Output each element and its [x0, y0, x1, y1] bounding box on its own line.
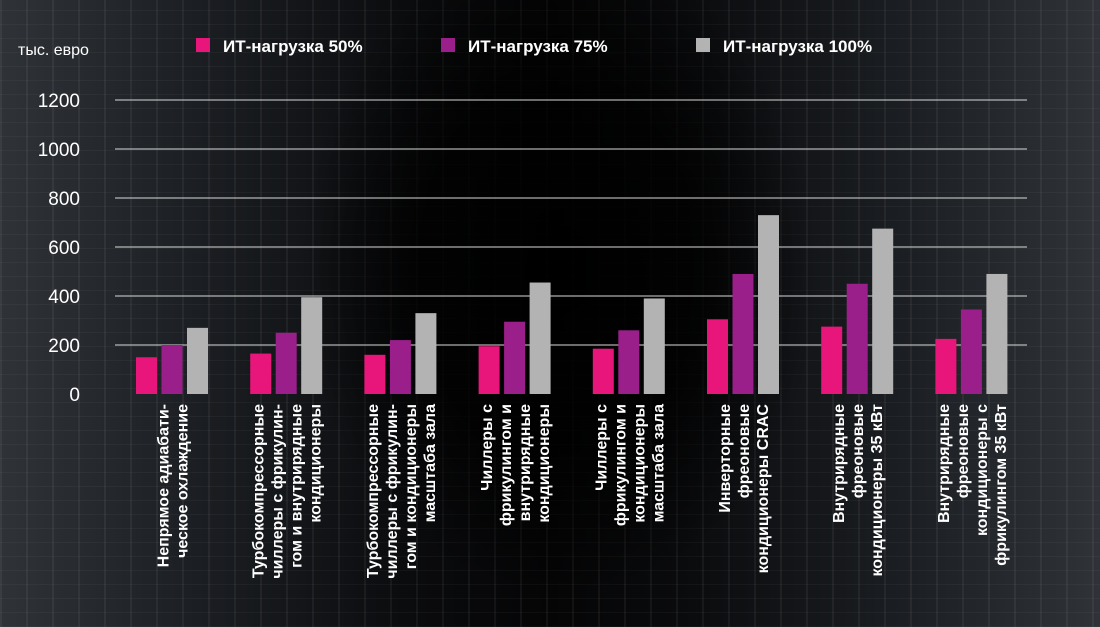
bar [301, 297, 323, 394]
category-label-line: масштаба зала [422, 404, 439, 523]
legend-label: ИТ-нагрузка 50% [223, 37, 363, 56]
category-label: Чиллеры с фрикулингом и внутрирядные кондиц… [479, 404, 553, 526]
category-label-line: Инверторные [717, 404, 734, 513]
category-label: Внутрирядные фреоновые кондиционеры с фрику… [936, 404, 1010, 566]
legend: ИТ-нагрузка 50% ИТ-нагрузка 75% ИТ-нагрузк… [196, 37, 872, 56]
bar [136, 357, 157, 394]
category-label-line: кондиционеры CRAC [755, 404, 772, 574]
category-label-line: Внутрирядные [936, 404, 953, 523]
y-tick-label: 1000 [38, 140, 80, 161]
legend-swatch [696, 38, 710, 52]
category-label-line: фрикулингом и [498, 404, 515, 526]
bar [478, 346, 500, 394]
bar [758, 215, 779, 394]
category-label-line: Непрямое адиабати- [156, 404, 173, 567]
y-unit-label: тыс. евро [18, 42, 89, 59]
bar [618, 330, 640, 394]
bar [504, 321, 526, 394]
category-label-line: фрикулингом и [612, 404, 629, 526]
category-label-line: ческое охлаждение [175, 404, 192, 558]
bar [364, 354, 386, 394]
bar [415, 313, 437, 394]
y-tick-label: 1200 [38, 91, 80, 112]
bars [136, 215, 1008, 394]
category-label-line: кондиционеры 35 кВт [869, 404, 886, 577]
category-label-line: гом и кондиционеры [403, 404, 420, 569]
legend-label: ИТ-нагрузка 75% [468, 37, 608, 56]
category-label: Турбокомпрессорные чиллеры с фрикулин-гом… [251, 404, 325, 579]
bar [187, 327, 208, 394]
bar [960, 309, 982, 394]
category-label-line: фреоновые [736, 404, 753, 498]
y-tick-label: 800 [48, 189, 80, 210]
y-axis-ticks: 0 200 400 600 800 1000 1200 [38, 91, 80, 406]
legend-label: ИТ-нагрузка 100% [723, 37, 872, 56]
category-label-line: кондиционеры [308, 404, 325, 523]
category-label-line: Внутрирядные [831, 404, 848, 523]
category-label-line: Чиллеры с [479, 404, 496, 491]
category-label-line: кондиционеры [536, 404, 553, 523]
bar [389, 340, 411, 394]
y-tick-label: 200 [48, 336, 80, 357]
bar [643, 298, 665, 394]
legend-swatch [441, 38, 455, 52]
category-labels: Непрямое адиабати-ческое охлаждение Турбо… [156, 404, 1010, 579]
y-tick-label: 600 [48, 238, 80, 259]
bar [592, 348, 614, 394]
bar [821, 326, 843, 394]
category-label-line: кондиционеры [631, 404, 648, 523]
bar [935, 338, 957, 394]
category-label-line: фреоновые [955, 404, 972, 498]
category-label-line: фрикулингом 35 кВт [993, 404, 1010, 566]
category-label: Турбокомпрессорные чиллеры с фрикулин-гом… [365, 404, 439, 579]
y-tick-label: 0 [69, 385, 80, 406]
bar [161, 345, 183, 394]
bar [986, 273, 1008, 394]
category-label-line: фреоновые [850, 404, 867, 498]
bar [529, 282, 551, 394]
bar [846, 283, 868, 394]
bar [275, 332, 297, 394]
legend-swatch [196, 38, 210, 52]
category-label-line: внутрирядные [517, 404, 534, 521]
category-label-line: чиллеры с фрикулин- [384, 404, 401, 579]
y-tick-label: 400 [48, 287, 80, 308]
category-label: Непрямое адиабати-ческое охлаждение [156, 404, 192, 567]
category-label-line: кондиционеры с [974, 404, 991, 536]
bar [872, 228, 894, 394]
category-label-line: гом и внутрирядные [289, 404, 306, 568]
bar [250, 353, 272, 394]
category-label-line: Турбокомпрессорные [365, 404, 382, 578]
category-label: Инверторные фреоновые кондиционеры CRAC [717, 404, 772, 574]
category-label: Внутрирядные фреоновые кондиционеры 35 кВт [831, 404, 886, 577]
category-label-line: Турбокомпрессорные [251, 404, 268, 578]
bar [707, 319, 728, 394]
category-label-line: чиллеры с фрикулин- [270, 404, 287, 579]
category-label: Чиллеры с фрикулингом и кондиционеры масшта… [593, 404, 667, 526]
category-label-line: Чиллеры с [593, 404, 610, 491]
category-label-line: масштаба зала [650, 404, 667, 523]
bar [732, 273, 754, 394]
